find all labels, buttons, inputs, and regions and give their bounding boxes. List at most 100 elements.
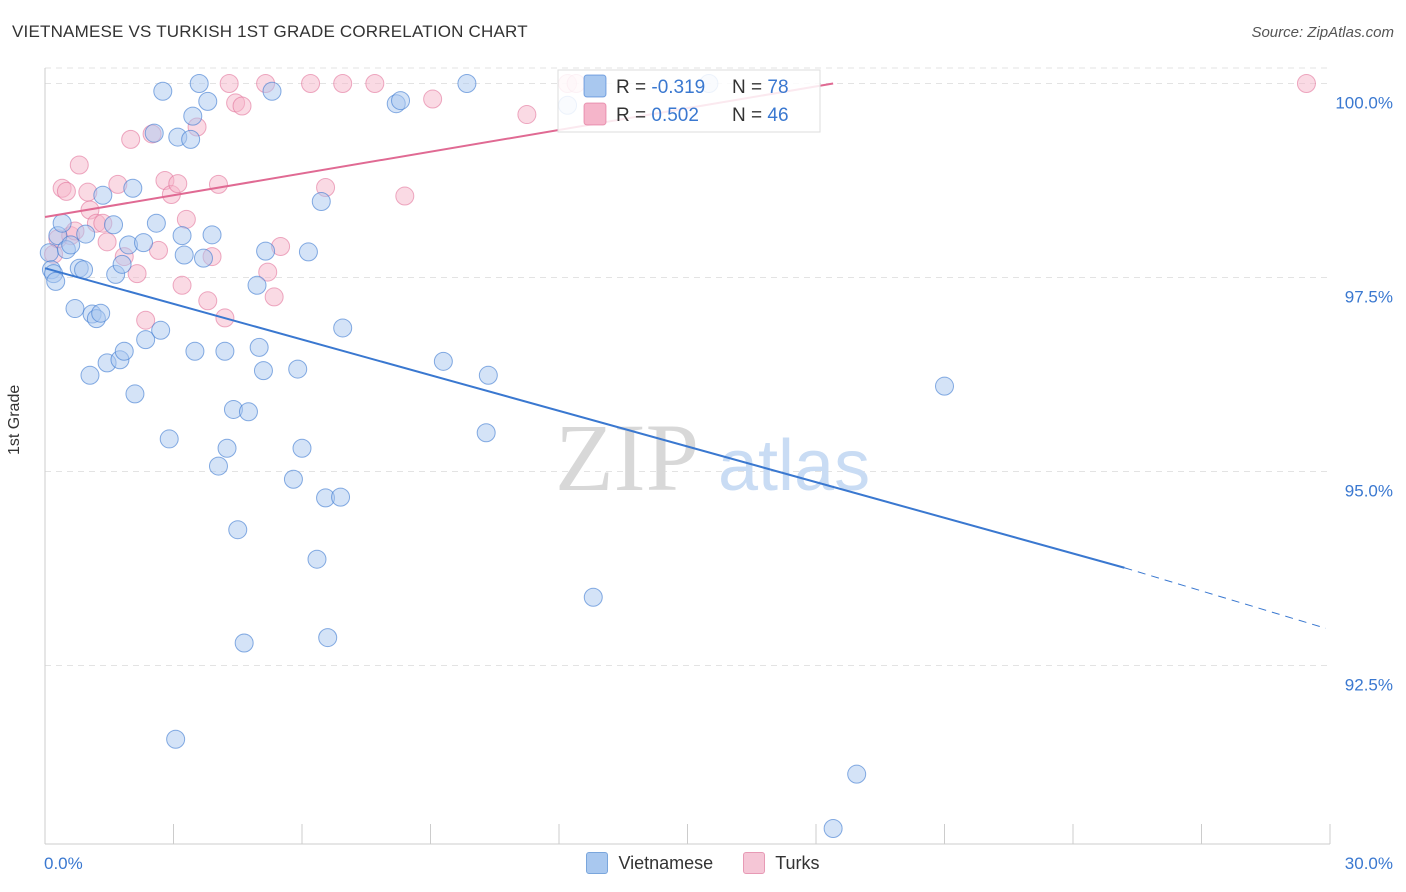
data-point-vietnamese — [457, 74, 477, 94]
data-point-vietnamese — [104, 215, 124, 235]
bottom-legend: Vietnamese Turks — [0, 852, 1406, 874]
legend-box: R = -0.319 N = 78 R = 0.502 N = 46 — [557, 69, 821, 133]
data-point-vietnamese — [189, 74, 209, 94]
data-point-turks — [121, 129, 141, 149]
data-point-vietnamese — [823, 818, 843, 838]
legend-swatch-turks — [583, 102, 607, 126]
legend-label-vietnamese: Vietnamese — [618, 852, 714, 873]
data-point-turks — [172, 275, 192, 295]
trend-line-vietnamese — [44, 267, 1125, 569]
data-point-vietnamese — [583, 587, 603, 607]
x-tick-label-max: 30.0% — [1345, 854, 1393, 873]
data-point-vietnamese — [144, 123, 164, 143]
legend-swatch-vietnamese — [583, 74, 607, 98]
data-point-turks — [176, 209, 196, 229]
y-tick-label: 100.0% — [1335, 94, 1393, 113]
data-point-vietnamese — [478, 365, 498, 385]
data-point-vietnamese — [234, 633, 254, 653]
y-tick-label: 92.5% — [1345, 676, 1393, 695]
data-point-vietnamese — [292, 438, 312, 458]
data-point-vietnamese — [151, 320, 171, 340]
axes — [44, 68, 1331, 845]
series-turks — [44, 74, 1316, 330]
data-point-vietnamese — [208, 456, 228, 476]
chart-source: Source: ZipAtlas.com — [1251, 24, 1394, 41]
svg-text:R = 0.502: R = 0.502 — [616, 105, 699, 126]
data-point-vietnamese — [91, 303, 111, 323]
data-point-vietnamese — [193, 248, 213, 268]
trend-line-vietnamese-extension — [1124, 567, 1326, 629]
svg-text:R = -0.319: R = -0.319 — [616, 77, 705, 98]
data-point-vietnamese — [288, 359, 308, 379]
data-point-turks — [258, 262, 278, 282]
data-point-vietnamese — [80, 365, 100, 385]
data-point-vietnamese — [93, 185, 113, 205]
data-point-vietnamese — [76, 224, 96, 244]
data-point-turks — [333, 74, 353, 94]
data-point-vietnamese — [935, 376, 954, 396]
data-point-vietnamese — [112, 254, 132, 274]
svg-text:N = 78: N = 78 — [732, 77, 789, 98]
data-point-vietnamese — [253, 361, 273, 381]
data-point-turks — [517, 105, 537, 125]
data-point-vietnamese — [183, 106, 203, 126]
data-point-vietnamese — [74, 260, 94, 280]
data-point-vietnamese — [256, 241, 276, 261]
data-point-vietnamese — [318, 628, 338, 648]
legend-item-turks[interactable]: Turks — [743, 852, 820, 874]
data-point-vietnamese — [433, 351, 453, 371]
data-point-vietnamese — [238, 402, 258, 422]
data-point-turks — [136, 310, 156, 330]
svg-text:N = 46: N = 46 — [732, 105, 789, 126]
data-point-vietnamese — [65, 299, 85, 319]
legend-item-vietnamese[interactable]: Vietnamese — [586, 852, 713, 874]
data-point-vietnamese — [847, 764, 867, 784]
legend-r-value-vietnamese: -0.319 — [651, 77, 705, 98]
data-point-vietnamese — [311, 191, 331, 211]
data-point-vietnamese — [247, 275, 267, 295]
data-point-vietnamese — [331, 487, 351, 507]
data-point-vietnamese — [262, 81, 282, 101]
data-point-turks — [168, 174, 188, 194]
data-point-vietnamese — [172, 226, 192, 246]
data-point-vietnamese — [134, 233, 154, 253]
legend-label-turks: Turks — [775, 852, 820, 873]
gridlines — [45, 67, 1330, 667]
data-point-vietnamese — [283, 469, 303, 489]
data-point-vietnamese — [174, 245, 194, 265]
data-point-vietnamese — [52, 213, 72, 233]
data-point-vietnamese — [249, 337, 269, 357]
legend-n-label-vietnamese: N = — [732, 77, 767, 98]
data-point-vietnamese — [166, 729, 186, 749]
data-point-vietnamese — [39, 243, 59, 263]
data-point-vietnamese — [215, 341, 235, 361]
chart-title: VIETNAMESE VS TURKISH 1ST GRADE CORRELAT… — [12, 22, 528, 41]
data-point-vietnamese — [185, 341, 205, 361]
data-point-vietnamese — [146, 213, 166, 233]
data-point-turks — [1296, 74, 1316, 94]
data-point-vietnamese — [46, 271, 66, 291]
legend-n-value-vietnamese: 78 — [767, 77, 788, 98]
data-point-vietnamese — [114, 341, 134, 361]
data-point-vietnamese — [391, 91, 411, 111]
data-point-turks — [127, 264, 147, 284]
legend-swatch-turks-bottom — [743, 852, 766, 874]
x-tick-label-min: 0.0% — [44, 854, 83, 873]
data-point-vietnamese — [333, 318, 353, 338]
legend-r-value-turks: 0.502 — [651, 105, 699, 126]
data-point-turks — [301, 74, 321, 94]
data-point-vietnamese — [123, 178, 143, 198]
legend-r-label-vietnamese: R = — [616, 77, 651, 98]
data-point-vietnamese — [181, 129, 201, 149]
data-point-vietnamese — [217, 438, 237, 458]
data-point-turks — [423, 89, 443, 109]
legend-n-label-turks: N = — [732, 105, 767, 126]
tick-labels: 92.5% 95.0% 97.5% 100.0% 0.0% 30.0% — [44, 94, 1393, 873]
data-point-vietnamese — [298, 242, 318, 262]
data-point-turks — [365, 74, 385, 94]
data-point-vietnamese — [202, 225, 222, 245]
data-point-turks — [232, 96, 252, 116]
data-point-vietnamese — [307, 549, 327, 569]
y-tick-label: 95.0% — [1345, 482, 1393, 501]
